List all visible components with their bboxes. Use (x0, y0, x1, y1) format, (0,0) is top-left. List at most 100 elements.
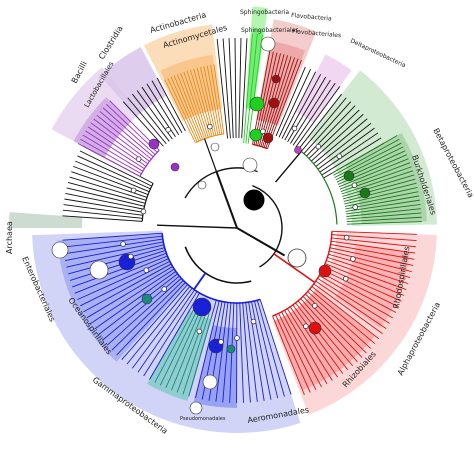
label-flavobacteriales: Flavobacteriales (292, 28, 342, 39)
leaf-branch-firmicutes (85, 130, 145, 170)
arc-firmicutes (139, 149, 160, 177)
leaf-branch-black (77, 155, 151, 190)
leaf-branch-entero (143, 291, 198, 377)
radial-archaea (157, 224, 238, 229)
leaf-branch-flavo (255, 52, 278, 146)
leaf-branch-entero (121, 284, 188, 360)
leaf-branch-entero (62, 232, 163, 241)
leaf-branch-alpha (300, 298, 358, 363)
node-root (243, 189, 265, 211)
node-small (165, 126, 171, 133)
leaf-branch-actino (173, 75, 202, 141)
leaf-branch-delta (295, 86, 341, 148)
sector-actinomycetales (160, 54, 221, 121)
leaf-branch-actino (213, 64, 225, 134)
leaf-branch-alpha (292, 304, 344, 374)
leaf-branch-black (79, 150, 152, 187)
label-pseudomonadales: Pseudomonadales (180, 416, 226, 422)
leaf-branch-black (65, 193, 144, 210)
leaf-branch-burkholderiales (346, 208, 422, 217)
leaf-branch-alpha (272, 315, 305, 396)
leaf-branch-burkholderiales (341, 170, 414, 195)
node-bacteroidetes (242, 157, 258, 173)
leaf-branch-burkholderiales (343, 182, 417, 202)
label-flavobacteria: Flavobacteria (291, 12, 332, 23)
leaf-branch-firmicutes (80, 138, 142, 175)
leaf-branch-entero (116, 282, 186, 356)
leaf-branch-alpha (286, 308, 333, 381)
leaf-branch-ocean (154, 307, 196, 383)
leaf-branch-alpha (328, 253, 411, 279)
node-small (291, 125, 298, 132)
leaf-branch-burkholderiales (346, 216, 422, 223)
label-archaea: Archaea (5, 221, 14, 254)
leaf-branch-actino (183, 71, 207, 139)
node-rhizobiales (308, 321, 322, 335)
leaf-branch-entero (77, 258, 169, 301)
node-flavo-2 (262, 132, 274, 144)
leaf-branch-delta (278, 69, 311, 138)
node-actino (210, 142, 220, 152)
leaf-branch-beta (313, 118, 368, 165)
inner-branches (139, 133, 338, 317)
node-small (351, 182, 358, 189)
node-pseudo-white (202, 374, 218, 390)
radial-proteo (236, 227, 286, 257)
node-small (130, 187, 137, 194)
label-sphingobacteriales: Sphingobacteriales (241, 27, 299, 34)
node-small (127, 253, 134, 260)
leaf-branch-beta (306, 105, 356, 157)
leaf-branch-beta (315, 122, 372, 167)
leaf-branch-entero (132, 287, 193, 369)
leaf-branch-clostridia (122, 101, 164, 147)
node-pseudomonadales (226, 344, 236, 354)
node-small (161, 286, 168, 292)
node-firmicutes (148, 138, 160, 150)
leaf-branch-black-2 (234, 38, 237, 139)
leaf-branch-black-2 (222, 38, 231, 139)
leaf-branch-gamma (256, 300, 285, 397)
node-actino-2 (197, 180, 207, 190)
node-small (234, 335, 240, 341)
leaf-branch-actino (180, 72, 205, 139)
radial-alpha (273, 253, 316, 284)
leaf-branch-alpha (331, 240, 416, 254)
leaf-branch-alpha (297, 300, 354, 367)
leaf-branch-burkholderiales (346, 203, 421, 215)
leaf-branch-burkholderiales (344, 191, 419, 207)
leaf-branch-clostridia (131, 93, 170, 142)
leaf-branch-entero (102, 275, 180, 341)
leaf-branch-gamma (259, 299, 292, 395)
leaf-branch-actino (206, 65, 221, 135)
leaf-branch-burkholderiales (346, 221, 422, 225)
label-sphingobacteria: Sphingobacteria (240, 9, 289, 16)
node-ocean (141, 293, 153, 305)
leaf-branch-entero (137, 289, 195, 373)
node-burkholderiales (359, 187, 371, 199)
leaf-branch-actino (210, 65, 223, 135)
node-alpha (318, 264, 332, 278)
leaf-branch-flavo (267, 59, 302, 149)
node-sphingo-top (260, 36, 276, 52)
leaf-branch-black (62, 209, 143, 219)
leaf-branch-firmicutes (96, 114, 152, 160)
leaf-branch-actino (186, 70, 209, 138)
radial-root (215, 171, 238, 229)
leaf-branch-actino (189, 69, 211, 137)
leaf-branch-entero (90, 268, 175, 324)
leaf-branch-alpha (320, 272, 397, 313)
node-lacto (170, 162, 180, 172)
leaf-branch-black (63, 204, 143, 216)
leaf-branch-ocean (171, 311, 204, 391)
leaf-branch-delta (290, 79, 331, 144)
sector-lactobacillales (73, 97, 131, 158)
arc-root-gamma (184, 246, 252, 284)
sector-burkholderiales (345, 133, 427, 224)
leaf-branch-alpha (311, 286, 380, 340)
leaf-branch-entero (62, 235, 163, 248)
leaf-branch-gamma (242, 302, 251, 403)
leaf-branch-burkholderiales (344, 186, 418, 205)
node-small (250, 318, 257, 325)
leaf-branch-firmicutes (99, 111, 154, 158)
